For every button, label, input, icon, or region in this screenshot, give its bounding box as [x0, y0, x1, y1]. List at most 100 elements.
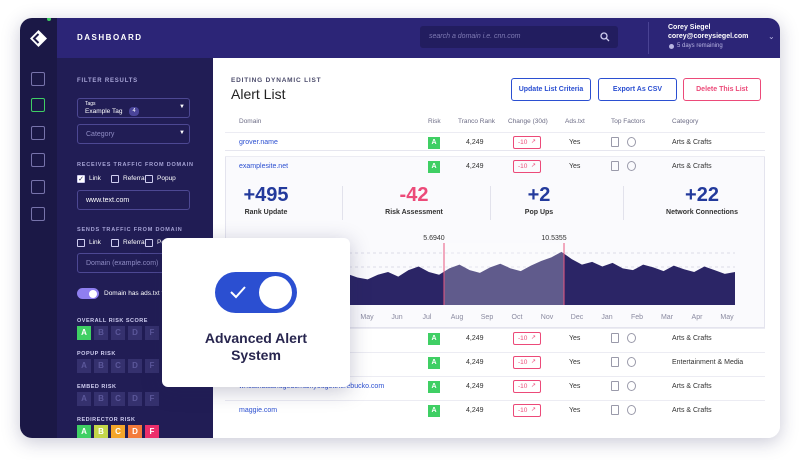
checkbox[interactable]	[111, 175, 119, 183]
risk-grade[interactable]: B	[94, 425, 108, 438]
domain-link[interactable]: examplesite.net	[239, 163, 289, 170]
risk-grade[interactable]: B	[94, 392, 108, 406]
checkbox[interactable]	[145, 175, 153, 183]
annotation-label: 5.6940	[423, 235, 445, 242]
risk-grade[interactable]: C	[111, 326, 125, 340]
domain-link[interactable]: maggie.com	[239, 407, 278, 414]
stat-divider	[342, 186, 343, 220]
checkbox-label: Link	[89, 175, 101, 182]
category-placeholder: Category	[86, 131, 115, 138]
tags-select[interactable]: Tags Example Tag 4 ▼	[77, 98, 190, 118]
checkbox[interactable]	[111, 239, 119, 247]
stat-divider	[490, 186, 491, 220]
ads-status: Yes	[569, 163, 581, 170]
row-rule	[225, 400, 765, 401]
column-header: Ads.txt	[565, 118, 585, 125]
trend-icon: ↗	[531, 163, 537, 169]
stat-label: Network Connections	[666, 209, 738, 216]
stat-value: +2	[527, 184, 551, 206]
ads-status: Yes	[569, 359, 581, 366]
sends-title: SENDS TRAFFIC FROM DOMAIN	[77, 227, 183, 233]
risk-grade[interactable]: F	[145, 359, 159, 373]
risk-grade[interactable]: C	[111, 392, 125, 406]
ads-status: Yes	[569, 335, 581, 342]
risk-grade[interactable]: A	[77, 392, 91, 406]
change-value: -10	[518, 335, 528, 342]
risk-grade[interactable]: B	[94, 326, 108, 340]
checkbox[interactable]	[145, 239, 153, 247]
tranco-rank: 4,249	[466, 359, 484, 366]
row-rule	[225, 328, 765, 329]
tag-count: 4	[129, 107, 139, 116]
risk-grade[interactable]: B	[94, 359, 108, 373]
receives-input[interactable]: www.text.com	[77, 190, 190, 210]
action-button[interactable]: Delete This List	[683, 78, 761, 101]
column-header: Domain	[239, 118, 262, 125]
risk-grade[interactable]: F	[145, 326, 159, 340]
checkbox-label: Referral	[123, 175, 147, 182]
risk-grade[interactable]: C	[111, 425, 125, 438]
risk-title: EMBED RISK	[77, 384, 117, 390]
risk-grade[interactable]: C	[111, 359, 125, 373]
nav-icon[interactable]	[31, 180, 45, 194]
risk-badge: A	[428, 137, 440, 149]
factor-icon	[627, 137, 636, 147]
nav-icon[interactable]	[31, 98, 45, 112]
chevron[interactable]: ⌄	[768, 32, 775, 41]
risk-grade[interactable]: D	[128, 359, 142, 373]
receives-value: www.text.com	[86, 197, 130, 204]
search-box[interactable]: search a domain i.e. cnn.com	[420, 26, 618, 48]
category: Arts & Crafts	[672, 335, 712, 342]
column-header: Top Factors	[611, 118, 645, 125]
factor-icon	[611, 137, 619, 147]
nav-icon[interactable]	[31, 126, 45, 140]
checkbox[interactable]	[77, 239, 85, 247]
checkbox[interactable]: ✓	[77, 175, 85, 183]
row-rule	[225, 132, 765, 133]
factor-icon	[611, 357, 619, 367]
action-button[interactable]: Update List Criteria	[511, 78, 591, 101]
domain-link[interactable]: grover.name	[239, 139, 278, 146]
caret: ▼	[179, 104, 185, 110]
category-select[interactable]: Category ▼	[77, 124, 190, 144]
x-tick-label: Aug	[451, 314, 464, 321]
change-box: -10 ↗	[513, 136, 541, 149]
nav-icon[interactable]	[31, 153, 45, 167]
risk-grade[interactable]: F	[145, 425, 159, 438]
alert-toggle[interactable]	[215, 272, 297, 313]
area	[235, 251, 735, 305]
logo	[30, 30, 47, 47]
tranco-rank: 4,249	[466, 139, 484, 146]
category: Arts & Crafts	[672, 139, 712, 146]
risk-grade[interactable]: D	[128, 326, 142, 340]
risk-grade[interactable]: D	[128, 392, 142, 406]
divider	[648, 22, 649, 54]
action-button[interactable]: Export As CSV	[598, 78, 677, 101]
risk-grade[interactable]: A	[77, 326, 91, 340]
trend-icon: ↗	[531, 139, 537, 145]
risk-grade[interactable]: A	[77, 359, 91, 373]
sidebar-title: FILTER RESULTS	[77, 78, 138, 84]
category: Arts & Crafts	[672, 163, 712, 170]
risk-grade[interactable]: F	[145, 392, 159, 406]
factor-icon	[627, 357, 636, 367]
risk-title: REDIRECTOR RISK	[77, 417, 136, 423]
tranco-rank: 4,249	[466, 383, 484, 390]
factor-icon	[611, 405, 619, 415]
rule	[225, 150, 765, 151]
nav-icon[interactable]	[31, 72, 45, 86]
nav-dot	[47, 18, 51, 21]
receives-title: RECEIVES TRAFFIC FROM DOMAIN	[77, 162, 194, 168]
stat-label: Rank Update	[244, 209, 288, 216]
stat-divider	[623, 186, 624, 220]
risk-grade[interactable]: D	[128, 425, 142, 438]
factor-icon	[611, 381, 619, 391]
nav-icon[interactable]	[31, 207, 45, 221]
x-tick-label: Nov	[541, 314, 554, 321]
subtitle: EDITING DYNAMIC LIST	[231, 77, 322, 84]
category: Entertainment & Media	[672, 359, 744, 366]
ads-toggle[interactable]	[77, 288, 99, 299]
feature-card: Advanced Alert System	[162, 238, 350, 387]
risk-grade[interactable]: A	[77, 425, 91, 438]
